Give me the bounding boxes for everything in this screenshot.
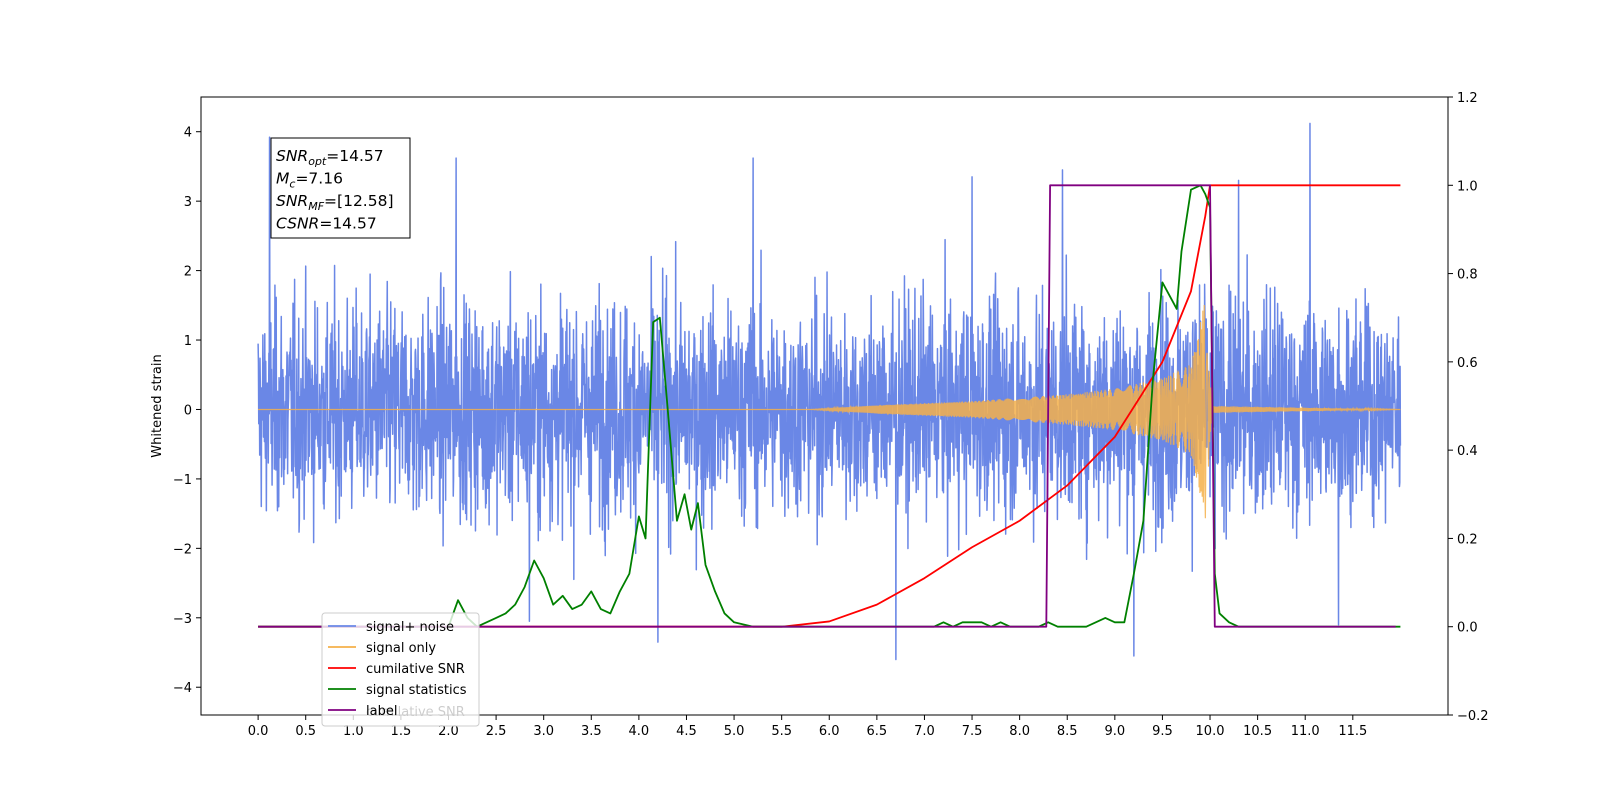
series-cumulative-snr — [258, 184, 1401, 628]
axes: 0.0 0.5 1.0 1.5 2.0 2.5 3.0 3.5 4.0 4.5 5.0 5.5 6.0 6… — [150, 91, 1489, 739]
y-tick-label: 1 — [184, 334, 192, 349]
y-right-tick-label: 0.8 — [1457, 268, 1478, 283]
y-tick-label: 4 — [184, 126, 192, 141]
x-tick-label: 1.0 — [343, 724, 364, 739]
x-tick-label: 9.0 — [1104, 724, 1125, 739]
x-tick-label: 4.0 — [629, 724, 650, 739]
x-tick-label: 5.5 — [771, 724, 792, 739]
legend-frame — [321, 612, 480, 727]
x-tick-label: 0.5 — [295, 724, 316, 739]
legend-label: signal+ noise — [366, 620, 454, 635]
y-tick-label: −3 — [173, 612, 192, 627]
x-tick-label: 2.5 — [486, 724, 507, 739]
info-line: SNRMF=[12.58] — [276, 192, 394, 213]
y-right-tick-label: 1.0 — [1457, 179, 1478, 194]
y-tick-label: 2 — [184, 265, 192, 280]
y-right-tick-label: 1.2 — [1457, 91, 1478, 106]
x-tick-label: 1.5 — [391, 724, 412, 739]
y-tick-label: −2 — [173, 542, 192, 557]
x-tick-label: 10.0 — [1196, 724, 1225, 739]
y-axis-label: Whitened strain — [150, 354, 165, 457]
x-tick-label: 4.5 — [676, 724, 697, 739]
x-tick-label: 2.0 — [438, 724, 459, 739]
x-tick-label: 0.0 — [248, 724, 269, 739]
legend-label: signal only — [366, 641, 436, 656]
y-right-tick-label: 0.6 — [1457, 356, 1478, 371]
axes-frame — [200, 96, 1449, 716]
x-tick-label: 9.5 — [1152, 724, 1173, 739]
x-tick-label: 10.5 — [1243, 724, 1272, 739]
x-tick-label: 6.0 — [819, 724, 840, 739]
series-signal-noise — [257, 122, 1402, 661]
x-tick-label: 7.0 — [914, 724, 935, 739]
y-tick-label: 3 — [184, 195, 192, 210]
x-tick-label: 5.0 — [724, 724, 745, 739]
info-line: SNRopt=14.57 — [276, 147, 384, 168]
y-tick-label: 0 — [184, 403, 192, 418]
y-tick-label: −4 — [173, 681, 192, 696]
y-right-tick-label: −0.2 — [1457, 709, 1489, 724]
x-tick-label: 6.5 — [867, 724, 888, 739]
legend-label: cumilative SNR — [366, 662, 465, 677]
legend-label: label — [366, 704, 397, 719]
y-right-tick-label: 0.2 — [1457, 532, 1478, 547]
info-line: CSNR=14.57 — [276, 215, 377, 233]
y-tick-label: −1 — [173, 473, 192, 488]
info-line: Mc=7.16 — [276, 170, 343, 191]
x-tick-label: 3.5 — [581, 724, 602, 739]
x-tick-label: 8.0 — [1009, 724, 1030, 739]
x-tick-label: 3.0 — [533, 724, 554, 739]
info-box-frame — [270, 137, 411, 239]
x-tick-label: 7.5 — [962, 724, 983, 739]
y-right-tick-label: 0.4 — [1457, 444, 1478, 459]
series-label — [258, 184, 1396, 628]
x-tick-label: 11.0 — [1291, 724, 1320, 739]
x-tick-label: 11.5 — [1338, 724, 1367, 739]
y-right-tick-label: 0.0 — [1457, 621, 1478, 636]
x-tick-label: 8.5 — [1057, 724, 1078, 739]
series-signal-only — [258, 305, 1401, 519]
plot-area — [257, 122, 1402, 661]
legend-label: signal statistics — [366, 683, 467, 698]
